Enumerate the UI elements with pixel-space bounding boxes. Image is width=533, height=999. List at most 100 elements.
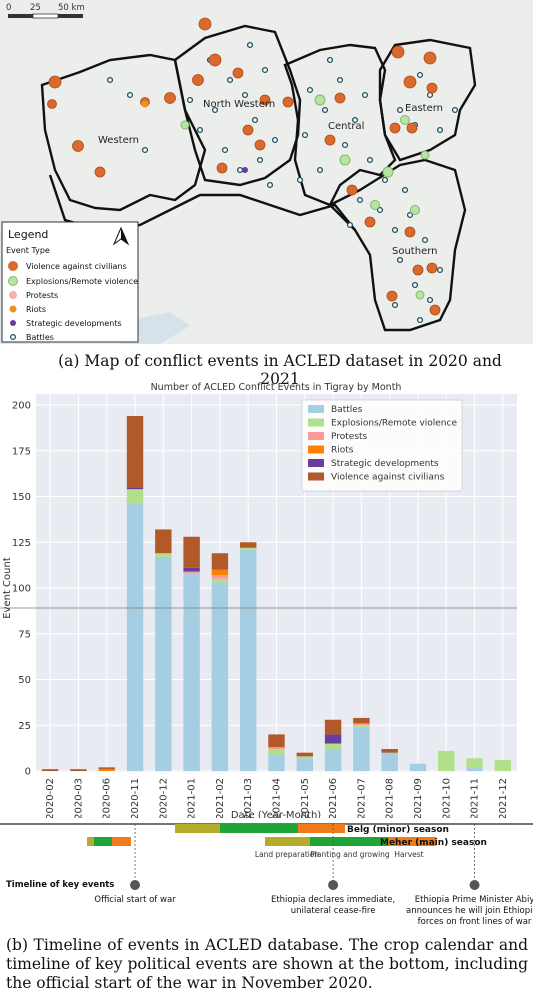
x-tick-label: 2020-03 [73,778,84,818]
bar-segment [409,763,427,771]
bar-segment [183,573,200,771]
x-tick-label: 2021-04 [272,778,283,818]
chart-title: Number of ACLED Conflict Events in Tigra… [151,382,402,393]
legend-swatch [308,432,324,440]
event-label: Official start of war [94,895,176,905]
battle-markers [106,41,459,324]
y-tick-label: 100 [12,584,31,595]
stage-planting-growing: Planting and growing [310,850,390,859]
bar-segment [41,769,59,771]
bar-segment [296,758,313,771]
bar-segment [126,503,144,771]
legend-swatch [308,459,324,467]
bar-segment [183,536,200,568]
x-tick-label: 2021-06 [328,778,339,818]
bar-segment [466,767,483,771]
event-label: unilateral cease-fire [291,906,376,916]
x-tick-label: 2020-06 [102,778,113,818]
crop-calendar [87,824,436,846]
bar-segment [268,749,285,755]
legend-swatch-riots [9,305,17,313]
event-label: forces on front lines of war [418,917,532,927]
y-tick-labels: 0 25 50 75 100 125 150 175 200 [12,401,31,778]
bar-segment [324,719,342,735]
region-label-southern: Southern [392,246,438,257]
y-tick-label: 200 [12,401,31,412]
region-label-north-western: North Western [203,99,275,110]
event-marker-icon [328,880,339,890]
bar-segment [494,760,512,771]
legend-title: Legend [8,228,48,241]
x-tick-label: 2021-12 [498,778,509,818]
x-tick-label: 2021-11 [470,778,481,818]
strategic-marker [242,167,248,173]
event-marker-icon [130,880,141,890]
y-tick-label: 125 [12,538,31,549]
y-tick-label: 0 [25,767,31,778]
chart-legend: Battles Explosions/Remote violence Protest… [301,399,463,492]
event-marker-icon [469,880,480,890]
legend-swatch [308,445,324,454]
legend-swatch-strategic [10,320,16,326]
bar-segment [268,754,285,771]
bar-segment [211,575,229,579]
map-svg: 0 25 50 km Western North Western Central… [0,0,533,344]
x-tick-label: 2020-11 [130,778,141,818]
legend-label: Explosions/Remote violence [331,419,457,429]
timeline-panel: Belg (minor) season Meher (main) season … [0,823,533,927]
meher-season-label: Meher (main) season [380,838,487,848]
legend-label-explosions: Explosions/Remote violence [26,277,138,286]
violence-markers [47,17,441,316]
bar-segment [211,582,229,771]
x-tick-label: 2021-08 [385,778,396,818]
region-label-eastern: Eastern [405,103,443,114]
bar-segment [296,752,313,757]
x-tick-label: 2020-02 [45,778,56,818]
x-tick-label: 2021-09 [413,778,424,818]
scale-bar: 0 25 50 km [6,3,85,19]
event-label: announces he will join Ethiopian [406,906,533,916]
y-tick-label: 50 [18,675,31,686]
legend-label: Riots [331,446,354,456]
legend-label: Strategic developments [331,459,439,469]
y-tick-label: 75 [18,629,31,640]
scale-tick-25: 25 [30,3,41,13]
belg-season-label: Belg (minor) season [347,825,449,835]
bar-segment [381,752,398,771]
bar-segment [211,553,229,570]
legend-label-violence: Violence against civilians [26,262,127,271]
scale-tick-50: 50 km [58,3,85,13]
scale-tick-0: 0 [6,3,11,13]
legend-label: Battles [331,405,363,415]
bar-segment [296,756,313,759]
riot-marker [141,100,149,108]
bar-segment [155,556,172,771]
x-tick-label: 2021-05 [300,778,311,818]
bar-segment [240,549,257,771]
legend-label: Protests [331,432,368,442]
x-tick-label: 2021-10 [441,778,452,818]
bar-stacks [41,415,512,771]
bar-segment [70,769,87,771]
bar-segment [353,725,370,728]
region-label-western: Western [98,135,139,146]
x-tick-labels: 2020-02 2020-03 2020-06 2020-11 2020-12 2021-… [45,778,509,818]
y-tick-label: 25 [18,721,31,732]
bar-segment [155,529,172,554]
bar-segment [353,723,370,726]
bar-segment [353,717,370,724]
x-tick-label: 2021-03 [243,778,254,818]
stage-land-preparation: Land preparation [255,850,320,859]
legend-label-strategic: Strategic developments [26,319,122,328]
north-arrow-icon [112,226,130,246]
bar-segment [211,578,229,583]
bar-segment [381,749,398,753]
event-label: Ethiopia Prime Minister Abiy [415,895,533,905]
bar-segment [324,734,342,744]
x-tick-label: 2020-12 [158,778,169,818]
meher-planting-2021 [310,837,388,846]
x-tick-label: 2021-07 [356,778,367,818]
legend-swatch [308,405,324,413]
conflict-map: 0 25 50 km Western North Western Central… [0,0,533,344]
